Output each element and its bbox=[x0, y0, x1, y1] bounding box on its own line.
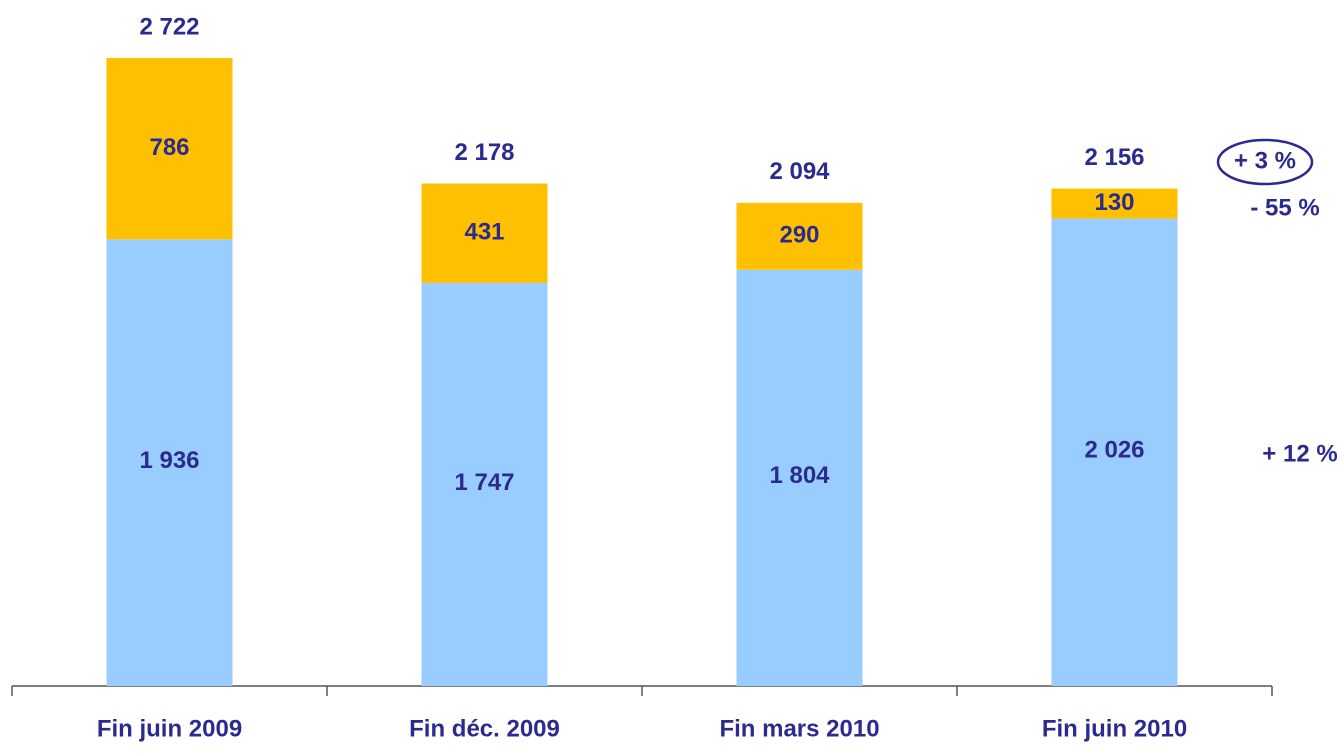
data-label: 290 bbox=[779, 222, 819, 249]
annotation: + 12 % bbox=[1262, 440, 1337, 467]
data-label: 1 936 bbox=[139, 447, 199, 474]
data-label: 1 804 bbox=[769, 462, 830, 489]
data-label: 786 bbox=[149, 134, 189, 161]
total-label: 2 178 bbox=[454, 139, 514, 166]
bar-segment bbox=[106, 58, 233, 240]
data-label: 1 747 bbox=[454, 469, 514, 496]
total-label: 2 094 bbox=[769, 158, 830, 185]
bar-segment bbox=[736, 202, 863, 270]
annotation: + 3 % bbox=[1234, 147, 1296, 174]
bar-segment bbox=[1051, 188, 1178, 219]
x-tick-label: Fin déc. 2009 bbox=[409, 715, 560, 742]
annotation: - 55 % bbox=[1250, 194, 1319, 221]
bar-segment bbox=[106, 239, 233, 686]
bar-segment bbox=[1051, 218, 1178, 686]
bar-segment bbox=[736, 269, 863, 686]
bar-segment bbox=[421, 183, 548, 283]
bar-segment bbox=[421, 282, 548, 686]
total-label: 2 722 bbox=[139, 13, 199, 40]
x-tick-label: Fin mars 2010 bbox=[719, 715, 879, 742]
total-label: 2 156 bbox=[1084, 144, 1144, 171]
x-tick-label: Fin juin 2009 bbox=[97, 715, 242, 742]
annotation-circle bbox=[1216, 138, 1314, 186]
data-label: 431 bbox=[464, 219, 504, 246]
data-label: 2 026 bbox=[1084, 437, 1144, 464]
x-tick-label: Fin juin 2010 bbox=[1042, 715, 1187, 742]
data-label: 130 bbox=[1094, 189, 1134, 216]
